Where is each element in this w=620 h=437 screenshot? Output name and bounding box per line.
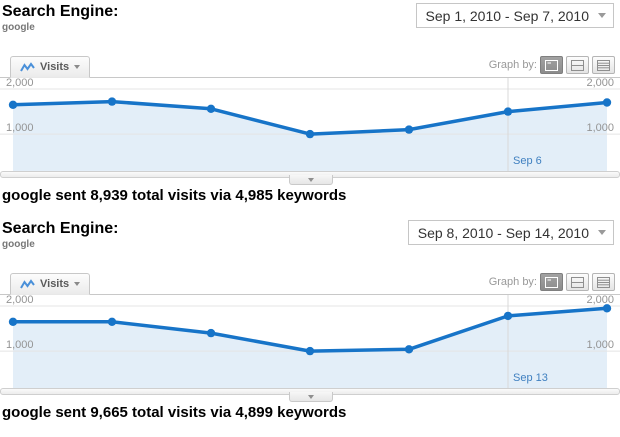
- y-axis-label-right: 1,000: [586, 122, 614, 134]
- data-point-sep-12: [404, 345, 414, 354]
- chart-toolbar: Visits Graph by:: [0, 271, 620, 295]
- chevron-down-icon: [308, 177, 314, 182]
- chevron-down-icon: [74, 282, 81, 286]
- visits-chart: 1,000 1,000 2,000 2,000 Sep 6: [0, 77, 620, 171]
- day-label: Sep 6: [513, 155, 542, 167]
- data-point-sep-13: [503, 311, 513, 321]
- chart-footer: [0, 171, 620, 188]
- chevron-down-icon: [74, 65, 81, 69]
- visits-chart: 1,000 1,000 2,000 2,000 Sep 13: [0, 294, 620, 388]
- y-axis-label-right: 1,000: [586, 339, 614, 351]
- graph-by-month-icon: [597, 276, 610, 288]
- y-axis-label-right: 2,000: [586, 78, 614, 89]
- search-engine-report-panel-2: Search Engine: google Sep 8, 2010 - Sep …: [0, 218, 620, 435]
- data-point-sep-9: [107, 317, 117, 326]
- data-point-sep-8: [8, 317, 18, 326]
- data-point-sep-4: [305, 129, 315, 139]
- data-point-sep-10: [206, 328, 216, 338]
- graph-by-week-button[interactable]: [566, 56, 589, 74]
- sparkline-icon: [20, 61, 35, 72]
- graph-by-month-icon: [597, 59, 610, 71]
- graph-by-day-button[interactable]: [540, 56, 563, 74]
- chevron-down-icon: [598, 230, 606, 235]
- visits-tab-label: Visits: [40, 61, 70, 73]
- chart-footer: [0, 388, 620, 405]
- search-engine-report-panel-1: Search Engine: google Sep 1, 2010 - Sep …: [0, 1, 620, 218]
- graph-by-group: Graph by:: [489, 56, 615, 74]
- data-point-sep-1: [8, 100, 18, 109]
- visits-summary: google sent 8,939 total visits via 4,985…: [2, 187, 347, 204]
- data-point-sep-3: [206, 104, 216, 113]
- graph-by-month-button[interactable]: [592, 56, 615, 74]
- visits-tab[interactable]: Visits: [10, 56, 91, 78]
- expand-handle[interactable]: [289, 175, 333, 185]
- graph-by-week-icon: [571, 59, 584, 71]
- graph-by-label: Graph by:: [488, 59, 537, 71]
- data-point-sep-14: [602, 304, 612, 313]
- y-axis-label-left: 2,000: [6, 78, 34, 89]
- chart-toolbar: Visits Graph by:: [0, 54, 620, 78]
- date-range-text: Sep 1, 2010 - Sep 7, 2010: [425, 7, 589, 24]
- graph-by-label: Graph by:: [488, 276, 537, 288]
- expand-handle[interactable]: [289, 392, 333, 402]
- data-point-sep-6: [503, 107, 513, 116]
- graph-by-week-button[interactable]: [566, 273, 589, 291]
- data-point-sep-11: [305, 346, 315, 356]
- date-range-selector[interactable]: Sep 1, 2010 - Sep 7, 2010: [415, 3, 614, 28]
- date-range-text: Sep 8, 2010 - Sep 14, 2010: [417, 224, 589, 241]
- graph-by-day-button[interactable]: [540, 273, 563, 291]
- page-title: Search Engine:: [2, 220, 119, 237]
- graph-by-month-button[interactable]: [592, 273, 615, 291]
- visits-line-chart: 1,000 1,000 2,000 2,000 Sep 6: [0, 77, 620, 171]
- data-point-sep-2: [107, 97, 117, 106]
- y-axis-label-right: 2,000: [586, 295, 614, 306]
- search-engine-name: google: [2, 22, 35, 33]
- visits-line-chart: 1,000 1,000 2,000 2,000 Sep 13: [0, 294, 620, 388]
- y-axis-label-left: 1,000: [6, 339, 34, 351]
- search-engine-name: google: [2, 239, 35, 250]
- day-label: Sep 13: [513, 372, 548, 384]
- chevron-down-icon: [308, 394, 314, 399]
- y-axis-label-left: 1,000: [6, 122, 34, 134]
- graph-by-day-icon: [545, 59, 558, 71]
- graph-by-day-icon: [545, 276, 558, 288]
- graph-by-week-icon: [571, 276, 584, 288]
- visits-tab-label: Visits: [40, 278, 70, 290]
- data-point-sep-5: [404, 125, 414, 134]
- page-title: Search Engine:: [2, 3, 119, 20]
- date-range-selector[interactable]: Sep 8, 2010 - Sep 14, 2010: [407, 220, 614, 245]
- data-point-sep-7: [602, 98, 612, 107]
- y-axis-label-left: 2,000: [6, 295, 34, 306]
- graph-by-group: Graph by:: [489, 273, 615, 291]
- chevron-down-icon: [598, 13, 606, 18]
- visits-summary: google sent 9,665 total visits via 4,899…: [2, 404, 347, 421]
- sparkline-icon: [20, 278, 35, 289]
- visits-tab[interactable]: Visits: [10, 273, 91, 295]
